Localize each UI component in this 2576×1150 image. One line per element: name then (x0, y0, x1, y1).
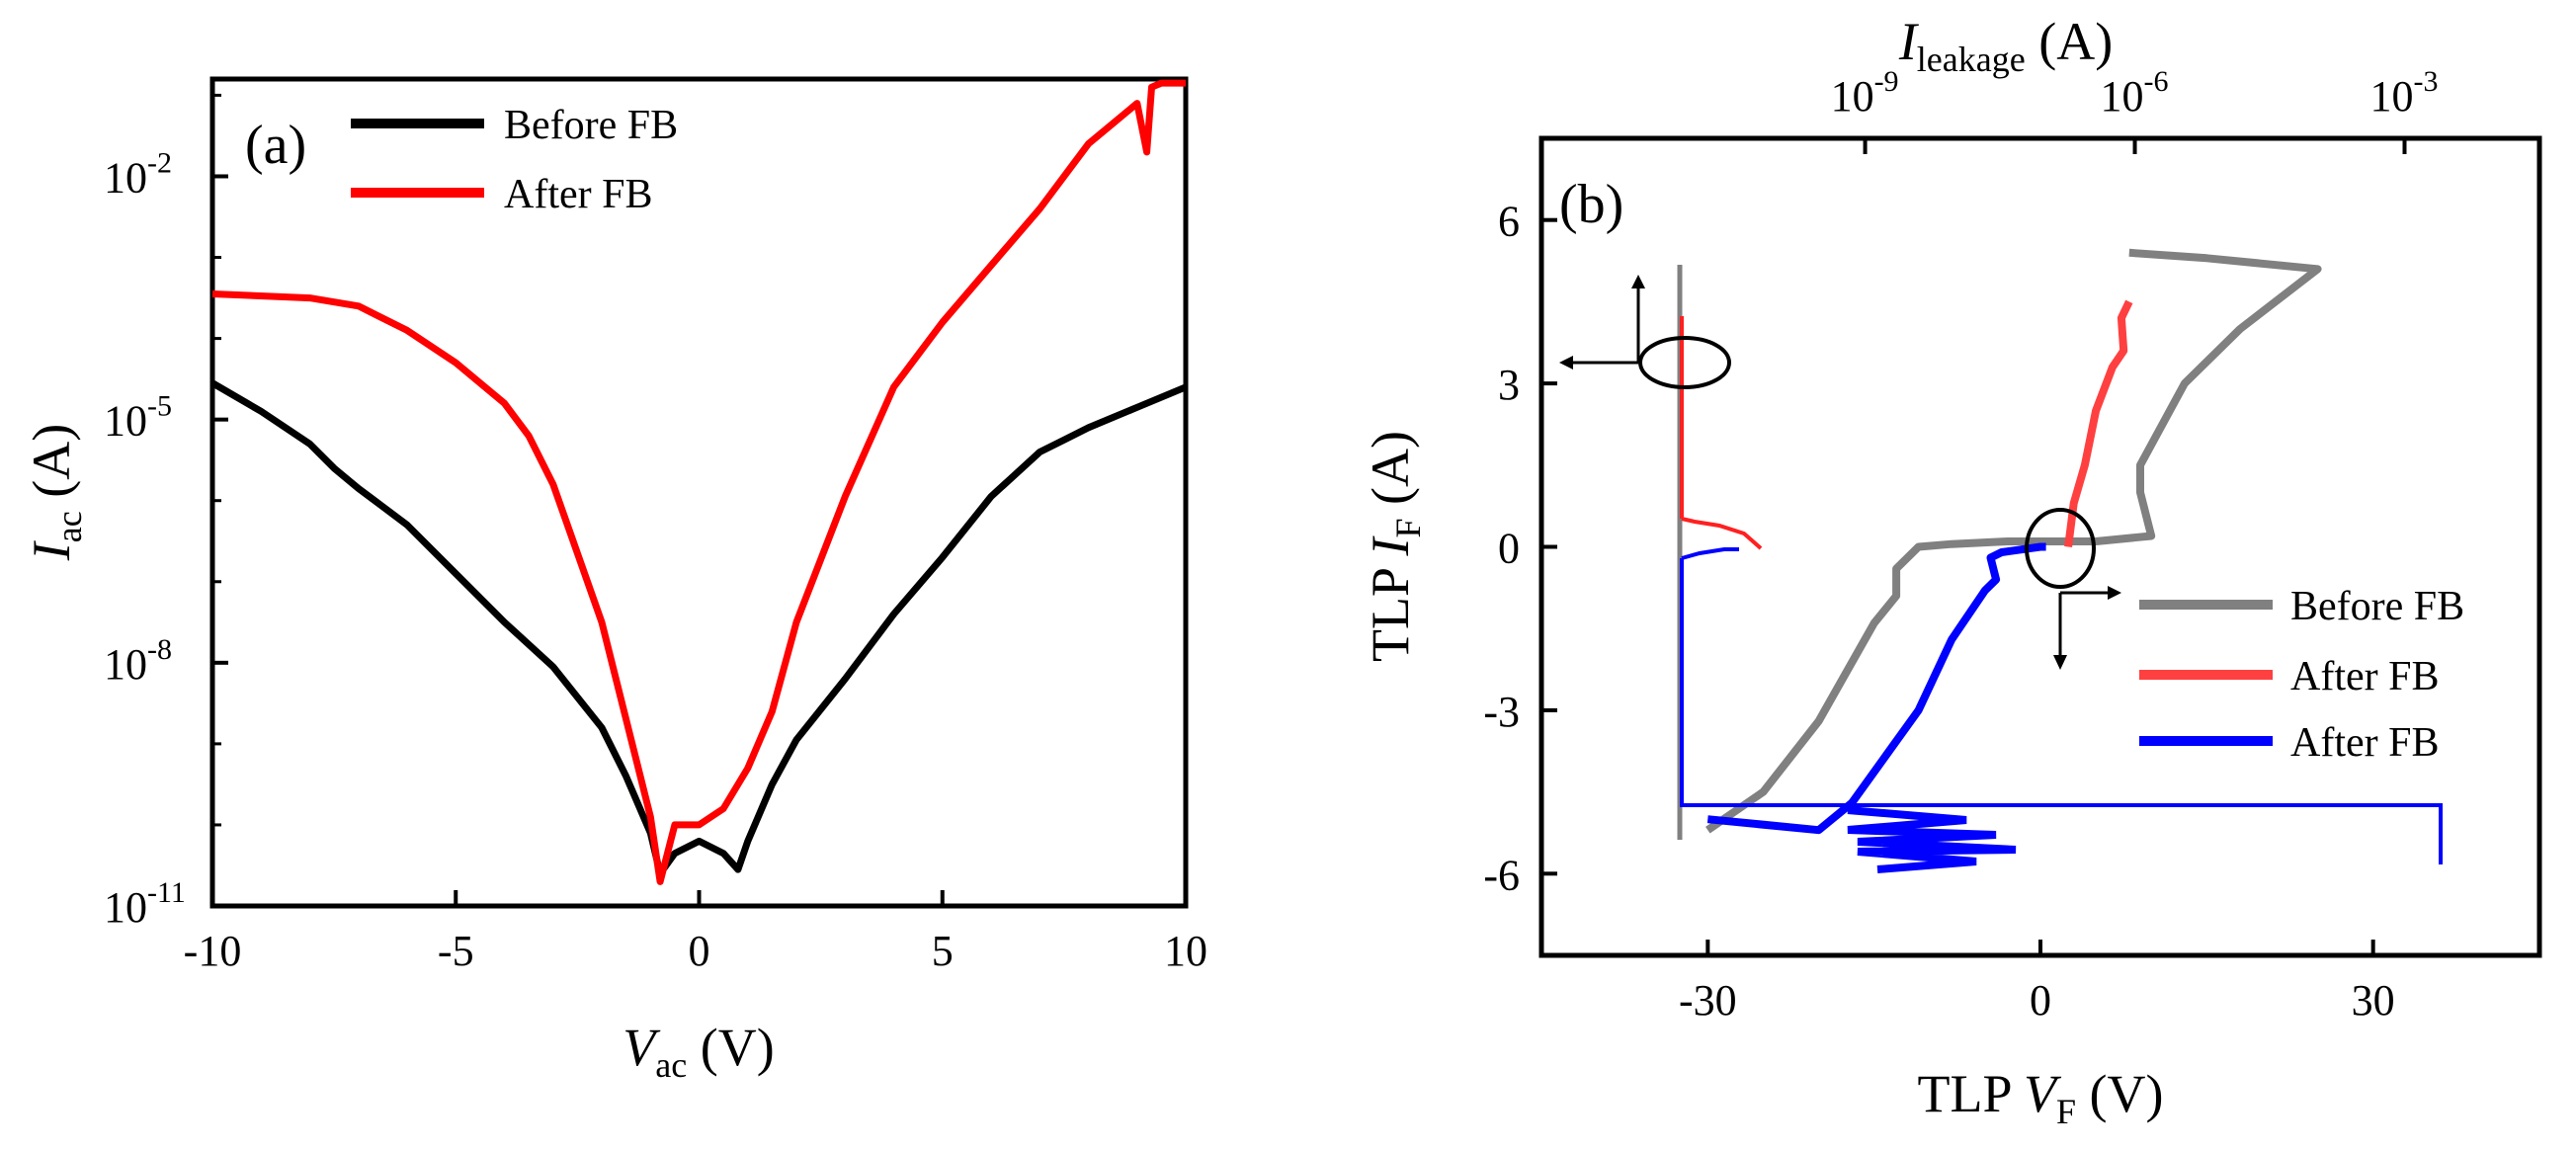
b-toptick-label: 10-3 (2370, 65, 2439, 121)
leakage-red-tail (1681, 517, 1763, 550)
arrow-right-head-icon (2108, 586, 2121, 600)
a-ytick-label: 10-11 (104, 876, 186, 932)
b-ytick-label: 0 (1498, 525, 1520, 573)
panel-a-ylabel: Iac (A) (22, 424, 89, 561)
b-xtick-label: 0 (2030, 976, 2051, 1025)
legend-b-gray-label: Before FB (2290, 584, 2464, 629)
arrow-down-head-icon (2053, 655, 2067, 670)
a-xtick-label: -10 (184, 927, 242, 975)
b-ytick-label: -6 (1483, 851, 1520, 899)
b-toptick-label: 10-6 (2101, 65, 2169, 121)
b-ytick-label: -3 (1483, 688, 1520, 736)
panel-b-legend: Before FB After FB After FB (2139, 584, 2464, 766)
arrow-up-head-icon (1631, 275, 1645, 288)
annotation-ellipse-center (2025, 508, 2096, 589)
panel-a-legend: Before FB After FB (351, 103, 678, 217)
b-ytick-label: 3 (1498, 361, 1520, 409)
legend-a-after-label: After FB (504, 172, 653, 217)
panel-a-label: (a) (245, 115, 306, 176)
a-xtick-label: 0 (689, 927, 710, 975)
legend-b-blue-label: After FB (2290, 720, 2440, 766)
panel-b-label: (b) (1559, 174, 1623, 235)
panel-b-series (1705, 248, 2322, 835)
panel-b-top-axis-label: Ileakage (A) (1898, 12, 2113, 79)
b-series-line-2 (1706, 542, 2046, 835)
annotation-center (2025, 508, 2121, 670)
b-xtick-label: -30 (1679, 976, 1737, 1025)
a-xtick-label: 5 (932, 927, 954, 975)
blue-oscillation (1847, 806, 2017, 873)
a-series-line-0 (210, 379, 1188, 877)
b-series-line-0 (1705, 248, 2322, 834)
panel-b-xlabel: TLP VF (V) (1918, 1064, 2164, 1131)
panel-a-xlabel: Vac (V) (623, 1018, 774, 1085)
b-xtick-label: 30 (2352, 976, 2395, 1025)
a-ytick-label: 10-8 (104, 633, 172, 689)
panel-a-ticks: -10 -5 0 5 10 10-11 10-8 10-5 10-2 (104, 93, 1207, 975)
a-series-line-1 (211, 79, 1186, 885)
leakage-blue-trace (1680, 547, 2443, 864)
a-xtick-label: -5 (438, 927, 474, 975)
legend-a-before-label: Before FB (504, 103, 678, 148)
a-ytick-label: 10-2 (104, 146, 172, 202)
annotation-left (1559, 275, 1731, 389)
b-series-line-1 (2064, 299, 2133, 548)
legend-b-red-label: After FB (2290, 654, 2440, 699)
a-xtick-label: 10 (1164, 927, 1207, 975)
panel-a-series (210, 79, 1188, 885)
a-ytick-label: 10-5 (104, 390, 172, 446)
b-ytick-label: 6 (1498, 198, 1520, 246)
arrow-left-head-icon (1559, 356, 1573, 370)
b-toptick-label: 10-9 (1831, 65, 1899, 121)
annotation-ellipse-left (1638, 336, 1731, 389)
panel-b-ylabel: TLP IF (A) (1361, 431, 1428, 662)
panel-a: -10 -5 0 5 10 10-11 10-8 10-5 10-2 (a) Before FB… (22, 76, 1207, 1085)
